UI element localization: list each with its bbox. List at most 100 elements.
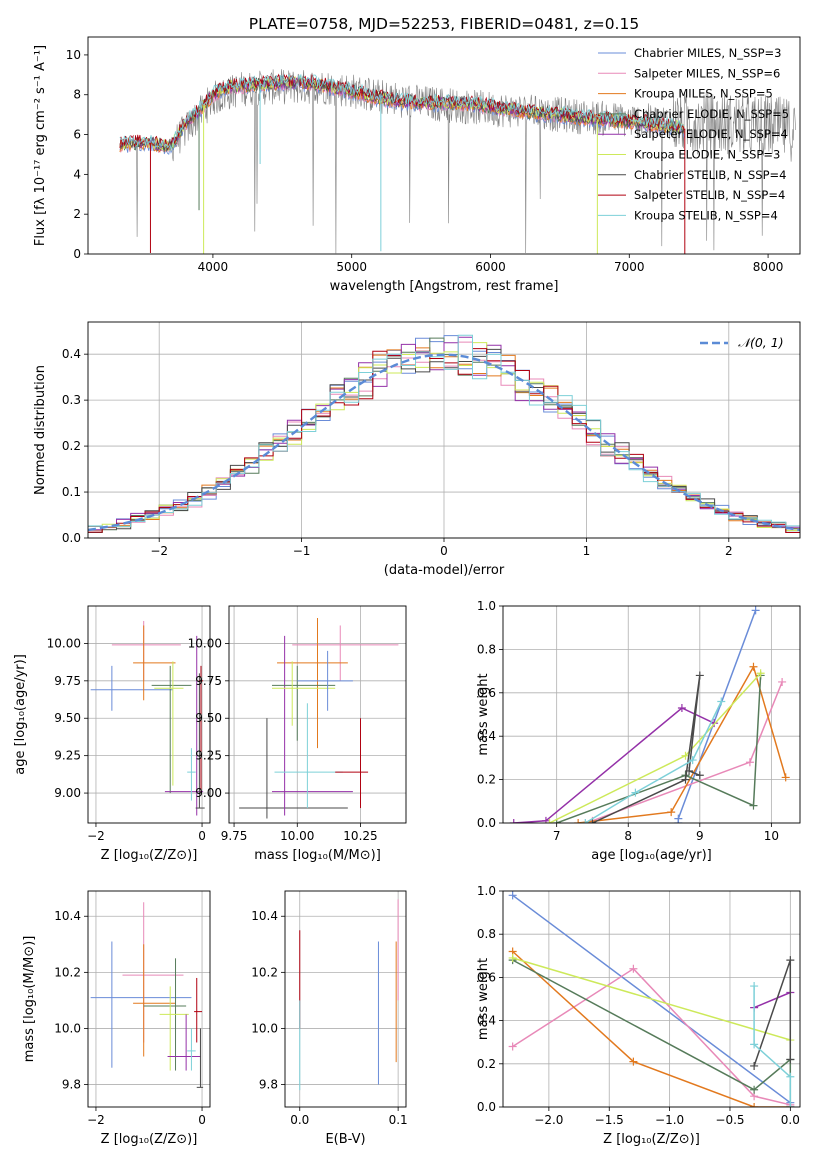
weight-line [677,610,757,823]
weight_vs_age-plot-area [509,606,790,823]
mass_vs_EBV-frame [284,890,407,1108]
y-tick-label: 9.75 [195,674,222,688]
y-tick-label: 0.0 [62,531,81,545]
y-tick-label: 9.8 [259,1078,278,1092]
error-bar-point [151,665,192,794]
weight-line [512,959,792,1107]
age_vs_Z-ylabel: age [log₁₀(age/yr)] [13,654,28,775]
y-tick-label: 10.4 [54,909,81,923]
x-tick-label: 0 [198,829,206,843]
x-tick-label: 8000 [753,260,784,274]
spectrum-x-ticks: 4000 5000 6000 7000 8000 [198,254,784,274]
weight-line [512,950,791,1107]
weight-marker [688,756,697,765]
error-bar-point [167,1014,201,1071]
weight-marker [545,819,554,823]
y-tick-label: 0.2 [62,439,81,453]
x-tick-label: 5000 [336,260,367,274]
error-bar-point [335,718,369,809]
legend-label: Chabrier ELODIE, N_SSP=5 [634,107,789,121]
weight-marker [631,788,640,797]
y-tick-label: 9.50 [54,711,81,725]
age_vs_mass-xlabel: mass [log₁₀(M/M⊙)] [254,848,381,863]
legend-label: Kroupa STELIB, N_SSP=4 [634,208,778,222]
legend-label: 𝒩(0, 1) [738,335,784,350]
weight-line [513,707,715,823]
y-tick-label: 8 [73,88,81,102]
y-tick-label: 0.6 [477,970,496,984]
x-tick-label: 2 [725,544,733,558]
x-tick-label: 9.75 [221,829,248,843]
y-tick-label: 9.8 [62,1078,81,1092]
y-tick-label: 4 [73,167,81,181]
error-bar-point [198,665,204,794]
age_vs_Z-y-ticks: 9.00 9.25 9.50 9.75 10.00 [47,636,88,800]
mass_vs_EBV-xlabel: E(B-V) [325,1132,365,1147]
weight-marker [677,703,686,712]
y-tick-label: 0.4 [477,1014,496,1028]
x-tick-label: 1 [583,544,591,558]
legend-label: Salpeter ELODIE, N_SSP=4 [634,127,788,141]
weight-marker [695,671,704,680]
error-bar-point [187,1028,196,1071]
x-tick-label: −1.5 [595,1113,624,1127]
y-tick-label: 0.1 [62,485,81,499]
error-bar-point [90,941,192,1068]
legend-label: Chabrier MILES, N_SSP=3 [634,46,781,60]
error-bar-point [196,1028,204,1088]
y-tick-label: 9.00 [54,786,81,800]
x-tick-label: 10.25 [343,829,377,843]
error-bar-point [133,944,176,1057]
observed-spectrum [119,69,796,254]
x-tick-label: −1 [293,544,311,558]
weight-marker [674,814,683,823]
x-tick-label: 10.00 [280,829,314,843]
x-tick-label: −0.5 [715,1113,744,1127]
weight_vs_age-y-ticks: 0.0 0.2 0.4 0.6 0.8 1.0 [477,599,503,830]
x-tick-label: 7 [553,829,561,843]
y-tick-label: 0.0 [477,1100,496,1114]
error-bar-point [271,635,353,816]
y-tick-label: 0.2 [477,773,496,787]
y-tick-label: 0.0 [477,816,496,830]
error-bar-point [292,625,399,681]
weight_vs_Z-y-ticks: 0.0 0.2 0.4 0.6 0.8 1.0 [477,884,503,1114]
mass_vs_EBV-y-ticks: 9.8 10.0 10.2 10.4 [251,909,285,1092]
error-bar-point [271,661,336,726]
weight-marker [745,758,754,767]
weight-marker [685,766,694,775]
y-tick-label: 9.50 [195,711,222,725]
weight-marker [750,1061,759,1070]
error-bar-point [187,748,196,801]
weight-marker [750,1040,759,1049]
model-spectrum-line [119,75,685,151]
y-tick-label: 10.2 [251,965,278,979]
y-tick-label: 1.0 [477,884,496,898]
legend-label: Salpeter MILES, N_SSP=6 [634,66,780,80]
x-tick-label: −2 [87,829,105,843]
error-bar-point [164,635,204,816]
age_vs_mass-frame [228,605,407,824]
residual-histogram [88,342,800,533]
mass_vs_Z-plot-area [90,902,204,1088]
weight_vs_age-grid [503,605,800,824]
mass_vs_Z-ylabel: mass [log₁₀(M/M⊙)] [22,936,37,1063]
age_vs_Z-plot-area [90,620,205,816]
weight-marker [750,982,759,991]
y-tick-label: 10.2 [54,965,81,979]
mass_vs_Z-x-ticks: −2 0 [87,1107,206,1127]
weight_vs_age-x-ticks: 7 8 9 10 [553,823,779,843]
x-tick-label: 0.0 [290,1113,309,1127]
weight-marker [667,808,676,817]
weight-marker [508,1042,517,1051]
weight-marker [786,956,795,965]
weight-marker [629,964,638,973]
weight-marker [786,1055,795,1064]
y-tick-label: 10.00 [47,636,81,650]
spectrum-y-ticks: 0 2 4 6 8 10 [66,48,88,261]
residuals-frame [87,321,801,539]
spectrum-xlabel: wavelength [Angstrom, rest frame] [330,279,559,294]
weight_vs_age-panel: 7 8 9 10 0.0 0.2 0.4 0.6 0.8 1.0 age [log₁₀(age/yr… [476,599,801,863]
y-tick-label: 10.4 [251,909,278,923]
y-tick-label: 10.00 [188,636,222,650]
